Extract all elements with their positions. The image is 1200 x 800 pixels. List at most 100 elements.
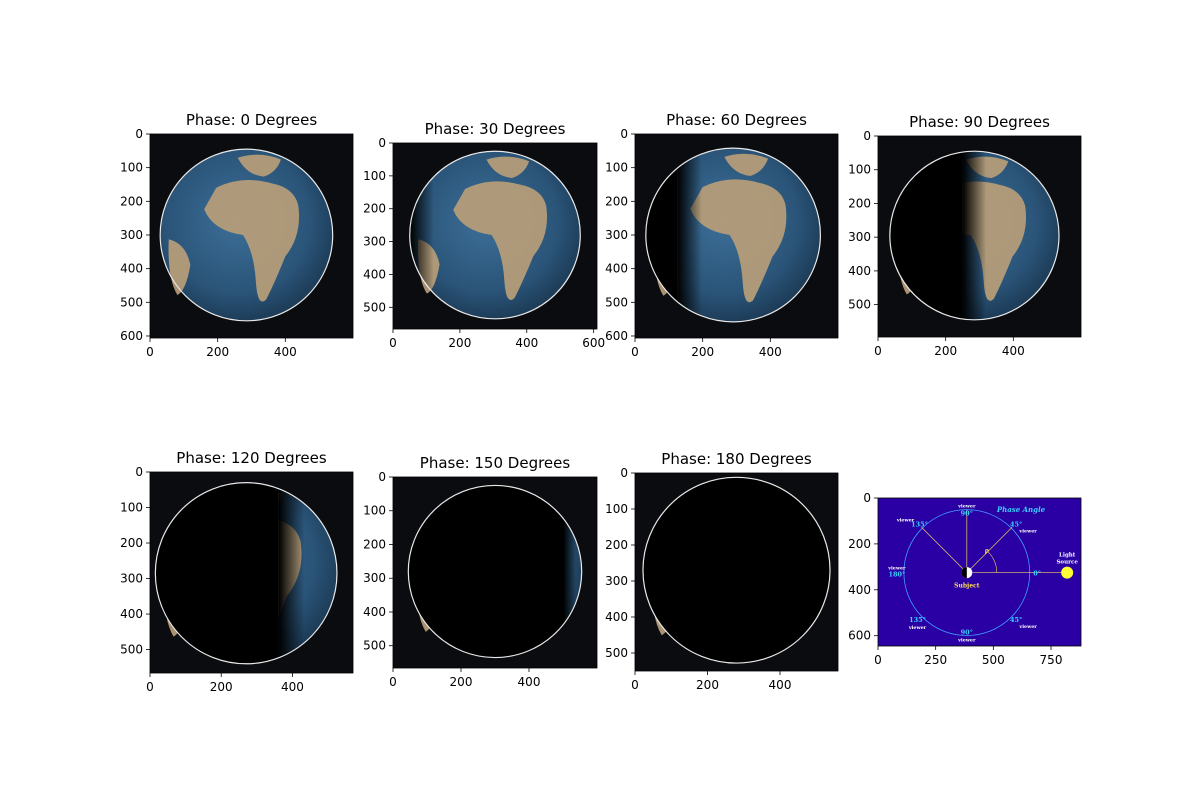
subplot-8: Phase AngleSubjectLightSourceρ90°viewer4…	[848, 491, 1082, 667]
viewer-ray-2	[966, 527, 1013, 573]
image-content	[635, 134, 838, 338]
y-tick-label: 300	[848, 230, 871, 244]
y-tick-label: 100	[605, 502, 628, 516]
axes-frame	[392, 476, 598, 669]
sphere-outline	[889, 150, 1060, 321]
x-tick-label: 200	[448, 336, 471, 350]
x-tick-label: 500	[982, 653, 1005, 667]
x-tick-label: 200	[934, 344, 957, 358]
y-tick-label: 0	[378, 136, 386, 150]
x-tick-label: 400	[759, 345, 782, 359]
y-tick-label: 500	[120, 643, 143, 657]
sphere-outline	[645, 147, 822, 323]
y-tick-label: 500	[363, 639, 386, 653]
y-tick-label: 100	[120, 161, 143, 175]
rho-label: ρ	[985, 548, 989, 555]
y-tick-label: 200	[120, 536, 143, 550]
x-tick-label: 400	[769, 678, 792, 692]
axes-frame	[634, 133, 839, 339]
y-tick-label: 500	[605, 295, 628, 309]
sphere-outline	[159, 148, 334, 322]
diagram-background	[878, 498, 1081, 646]
x-tick-label: 200	[206, 345, 229, 359]
continent-2	[486, 156, 530, 179]
y-tick-label: 400	[120, 607, 143, 621]
x-tick-label: 200	[696, 678, 719, 692]
image-content	[150, 134, 353, 338]
image-content	[635, 473, 838, 671]
subplot-4: Phase: 90 Degrees 0 200 400 0 100 200 300 400 500	[848, 113, 1082, 358]
shadow	[642, 477, 831, 664]
phase-arc	[987, 551, 998, 573]
y-tick-label: 500	[848, 298, 871, 312]
image-content	[878, 136, 1081, 337]
continent-0	[453, 181, 548, 300]
angle-label-7: 45°	[1010, 616, 1022, 624]
axes-frame	[877, 135, 1082, 338]
y-tick-label: 400	[605, 610, 628, 624]
y-tick-label: 400	[848, 583, 871, 597]
subplot-6: Phase: 150 Degrees 0 200 400 0 100 200 300 400 50…	[363, 454, 598, 689]
light-label: Light	[1059, 553, 1076, 559]
y-tick-label: 0	[378, 470, 386, 484]
y-tick-label: 0	[863, 129, 871, 143]
sphere-outline	[642, 476, 831, 664]
shadow	[408, 485, 564, 658]
y-tick-label: 100	[848, 163, 871, 177]
y-tick-label: 100	[363, 169, 386, 183]
y-tick-label: 200	[363, 537, 386, 551]
y-tick-label: 0	[620, 127, 628, 141]
y-tick-label: 100	[363, 504, 386, 518]
x-tick-label: 0	[874, 653, 882, 667]
y-tick-label: 200	[363, 202, 386, 216]
x-tick-label: 400	[518, 675, 541, 689]
axes-frame	[149, 471, 354, 674]
terminator	[278, 482, 305, 664]
y-tick-label: 500	[605, 646, 628, 660]
subject-dark	[961, 567, 967, 579]
y-tick-label: 400	[120, 262, 143, 276]
y-tick-label: 0	[863, 491, 871, 505]
x-tick-label: 0	[631, 678, 639, 692]
y-tick-label: 500	[363, 300, 386, 314]
x-tick-label: 200	[450, 675, 473, 689]
subplot-title: Phase: 180 Degrees	[661, 450, 812, 468]
night-side	[642, 477, 831, 664]
x-tick-label: 0	[146, 680, 154, 694]
y-tick-label: 400	[605, 262, 628, 276]
y-tick-label: 100	[120, 501, 143, 515]
x-tick-label: 200	[691, 345, 714, 359]
sun-icon	[1061, 566, 1074, 579]
subplot-2: Phase: 30 Degrees 0 200 400 600 0 100 200 300 400…	[363, 120, 605, 350]
y-tick-label: 300	[605, 574, 628, 588]
continent-2	[724, 153, 769, 176]
y-tick-label: 100	[605, 161, 628, 175]
subplot-7: Phase: 180 Degrees 0 200 400 0 100 200 300 400 50…	[605, 450, 839, 692]
x-tick-label: 0	[874, 344, 882, 358]
x-tick-label: 0	[631, 345, 639, 359]
y-tick-label: 200	[120, 194, 143, 208]
subject-label: Subject	[954, 583, 980, 590]
angle-label-4: 0°	[1033, 570, 1041, 578]
axes-frame	[149, 133, 354, 339]
sphere-outline	[407, 484, 583, 659]
y-tick-label: 0	[135, 465, 143, 479]
diagram-heading: Phase Angle	[996, 505, 1046, 514]
y-tick-label: 500	[120, 295, 143, 309]
subplot-title: Phase: 90 Degrees	[909, 113, 1050, 131]
y-tick-label: 400	[848, 264, 871, 278]
subplot-title: Phase: 60 Degrees	[666, 111, 807, 129]
y-tick-label: 300	[605, 228, 628, 242]
subplot-title: Phase: 30 Degrees	[425, 120, 566, 138]
x-tick-label: 0	[389, 336, 397, 350]
viewer-ray-1	[921, 527, 968, 573]
axes-frame	[634, 472, 839, 672]
y-tick-label: 300	[363, 571, 386, 585]
x-tick-label: 0	[146, 345, 154, 359]
viewer-label-0: viewer	[957, 504, 976, 510]
sphere-outline	[409, 150, 581, 320]
x-tick-label: 400	[281, 680, 304, 694]
angle-label-5: 135°	[909, 616, 926, 624]
angle-label-6: 90°	[961, 629, 973, 637]
